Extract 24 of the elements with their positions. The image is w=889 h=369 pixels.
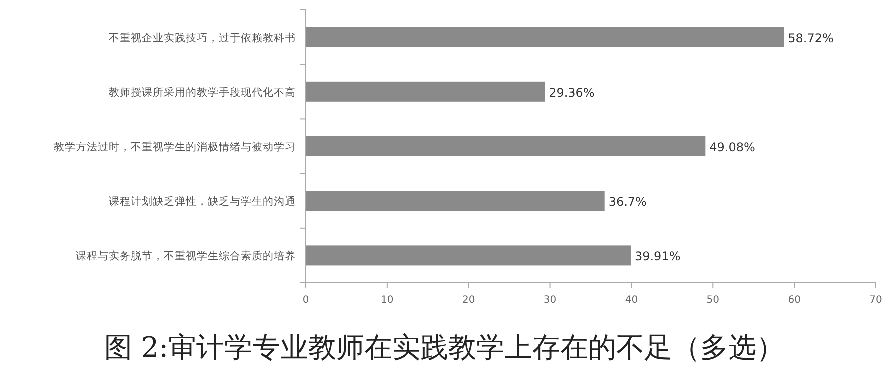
bar [306, 246, 631, 266]
data-label: 58.72% [788, 31, 834, 46]
data-label: 29.36% [549, 86, 595, 100]
bar [306, 27, 784, 48]
y-tick-label: 课程计划缺乏弹性，缺乏与学生的沟通 [109, 195, 296, 208]
x-tick-label: 10 [381, 295, 394, 306]
text: 图 2:审计学专业教师在实践教学上存在的不足（多选） [104, 331, 785, 364]
x-tick-label: 40 [625, 295, 638, 306]
data-label: 39.91% [634, 250, 681, 264]
x-tick-label: 60 [788, 295, 801, 306]
x-tick-label: 30 [544, 295, 557, 306]
bar [306, 191, 605, 212]
x-tick-label: 0 [302, 295, 310, 306]
y-tick-label: 教师授课所采用的教学手段现代化不高 [109, 86, 296, 99]
y-tick-label: 不重视企业实践技巧，过于依赖教科书 [109, 31, 296, 44]
x-tick-label: 20 [462, 295, 476, 306]
data-label: 36.7% [608, 195, 647, 210]
x-tick-label: 50 [706, 295, 720, 306]
y-tick-label: 教学方法过时，不重视学生的消极情绪与被动学习 [54, 140, 296, 154]
bar [306, 136, 706, 156]
y-tick-label: 课程与实务脱节，不重视学生综合素质的培养 [76, 250, 296, 263]
bar [306, 82, 546, 102]
x-tick-label: 70 [870, 295, 882, 306]
data-label: 49.08% [710, 140, 756, 154]
